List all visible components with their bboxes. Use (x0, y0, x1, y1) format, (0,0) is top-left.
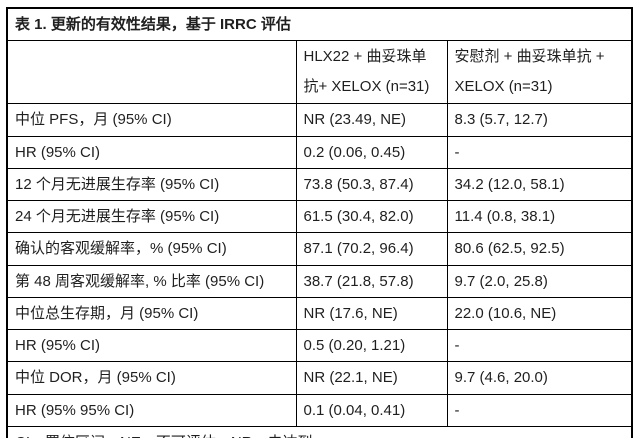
arm2-value-cell: 9.7 (4.6, 20.0) (446, 361, 633, 395)
row-label-cell: 12 个月无进展生存率 (95% CI) (6, 167, 297, 202)
arm2-value-cell: 22.0 (10.6, NE) (446, 296, 633, 331)
arm1-value-cell: 73.8 (50.3, 87.4) (295, 167, 448, 202)
row-label-cell: 中位总生存期，月 (95% CI) (6, 296, 297, 331)
efficacy-results-table: 表 1. 更新的有效性结果，基于 IRRC 评估 HLX22 + 曲妥珠单抗+ … (6, 7, 634, 438)
header-label-cell (6, 40, 297, 105)
arm1-value-cell: NR (22.1, NE) (295, 361, 448, 395)
table-row: 中位 DOR，月 (95% CI) NR (22.1, NE) 9.7 (4.6… (6, 361, 633, 395)
arm1-value-cell: NR (17.6, NE) (295, 296, 448, 331)
arm2-value-cell: 8.3 (5.7, 12.7) (446, 103, 633, 137)
table-row: 确认的客观缓解率，% (95% CI) 87.1 (70.2, 96.4) 80… (6, 232, 633, 266)
arm2-value-cell: 9.7 (2.0, 25.8) (446, 264, 633, 298)
table-row: HR (95% CI) 0.5 (0.20, 1.21) - (6, 328, 633, 363)
arm2-value-cell: - (446, 135, 633, 169)
table-row: 第 48 周客观缓解率, % 比率 (95% CI) 38.7 (21.8, 5… (6, 264, 633, 298)
row-label-cell: 第 48 周客观缓解率, % 比率 (95% CI) (6, 264, 297, 298)
arm1-value-cell: 0.2 (0.06, 0.45) (295, 135, 448, 169)
arm2-value-cell: 34.2 (12.0, 58.1) (446, 167, 633, 202)
table-title-row: 表 1. 更新的有效性结果，基于 IRRC 评估 (6, 7, 633, 42)
row-label-cell: HR (95% CI) (6, 328, 297, 363)
arm1-value-cell: 61.5 (30.4, 82.0) (295, 199, 448, 234)
arm2-value-cell: 80.6 (62.5, 92.5) (446, 232, 633, 266)
header-arm1-cell: HLX22 + 曲妥珠单抗+ XELOX (n=31) (295, 40, 448, 105)
table-row: 12 个月无进展生存率 (95% CI) 73.8 (50.3, 87.4) 3… (6, 167, 633, 202)
row-label-cell: 24 个月无进展生存率 (95% CI) (6, 199, 297, 234)
table-footnote: CI，置信区间。NE，不可评估。NR，未达到。 (6, 425, 633, 438)
arm2-value-cell: - (446, 393, 633, 427)
table-title: 表 1. 更新的有效性结果，基于 IRRC 评估 (6, 7, 633, 42)
row-label-cell: HR (95% CI) (6, 135, 297, 169)
arm1-value-cell: 0.1 (0.04, 0.41) (295, 393, 448, 427)
table-row: 中位 PFS，月 (95% CI) NR (23.49, NE) 8.3 (5.… (6, 103, 633, 137)
row-label-cell: 中位 DOR，月 (95% CI) (6, 361, 297, 395)
row-label-cell: 中位 PFS，月 (95% CI) (6, 103, 297, 137)
arm1-value-cell: 87.1 (70.2, 96.4) (295, 232, 448, 266)
row-label-cell: 确认的客观缓解率，% (95% CI) (6, 232, 297, 266)
table-row: 中位总生存期，月 (95% CI) NR (17.6, NE) 22.0 (10… (6, 296, 633, 331)
arm2-value-cell: - (446, 328, 633, 363)
table-header-row: HLX22 + 曲妥珠单抗+ XELOX (n=31) 安慰剂 + 曲妥珠单抗 … (6, 40, 633, 105)
table-footnote-row: CI，置信区间。NE，不可评估。NR，未达到。 (6, 425, 633, 438)
header-arm2-cell: 安慰剂 + 曲妥珠单抗 + XELOX (n=31) (446, 40, 633, 105)
arm1-value-cell: 0.5 (0.20, 1.21) (295, 328, 448, 363)
arm1-value-cell: 38.7 (21.8, 57.8) (295, 264, 448, 298)
table-row: HR (95% CI) 0.2 (0.06, 0.45) - (6, 135, 633, 169)
row-label-cell: HR (95% 95% CI) (6, 393, 297, 427)
arm1-value-cell: NR (23.49, NE) (295, 103, 448, 137)
table-row: 24 个月无进展生存率 (95% CI) 61.5 (30.4, 82.0) 1… (6, 199, 633, 234)
arm2-value-cell: 11.4 (0.8, 38.1) (446, 199, 633, 234)
table-row: HR (95% 95% CI) 0.1 (0.04, 0.41) - (6, 393, 633, 427)
